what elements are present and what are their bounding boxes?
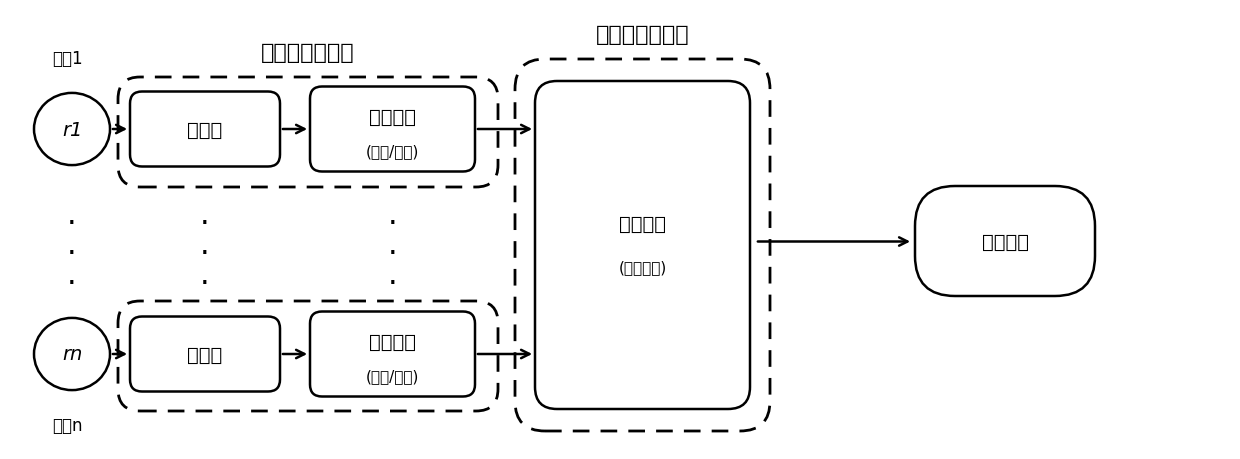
Text: 多通道信息融合: 多通道信息融合 — [595, 25, 689, 45]
FancyBboxPatch shape — [130, 92, 280, 167]
FancyBboxPatch shape — [534, 82, 750, 409]
Text: ·: · — [200, 270, 210, 299]
Text: ·: · — [67, 210, 77, 239]
Text: 预处理: 预处理 — [187, 345, 223, 364]
Text: 通道相或: 通道相或 — [619, 214, 666, 233]
Text: ·: · — [388, 240, 397, 269]
Text: rn: rn — [62, 345, 82, 364]
Text: 特征提取: 特征提取 — [370, 107, 415, 126]
FancyBboxPatch shape — [310, 312, 475, 397]
Text: 预处理: 预处理 — [187, 120, 223, 139]
Text: r1: r1 — [62, 120, 82, 139]
FancyBboxPatch shape — [915, 187, 1095, 297]
Text: 通道n: 通道n — [52, 416, 82, 434]
Ellipse shape — [33, 94, 110, 166]
Text: (取最大值): (取最大值) — [619, 260, 667, 275]
Text: (时域/频域): (时域/频域) — [366, 369, 419, 384]
Text: 通道1: 通道1 — [52, 50, 82, 68]
Text: ·: · — [67, 270, 77, 299]
FancyBboxPatch shape — [310, 87, 475, 172]
Ellipse shape — [33, 318, 110, 390]
Text: ·: · — [388, 270, 397, 299]
Text: ·: · — [67, 240, 77, 269]
Text: 特征提取: 特征提取 — [370, 332, 415, 351]
Text: 单通道特征提取: 单通道特征提取 — [262, 43, 355, 63]
Text: ·: · — [388, 210, 397, 239]
Text: ·: · — [200, 210, 210, 239]
Text: 诊断决策: 诊断决策 — [982, 232, 1028, 251]
Text: (时域/频域): (时域/频域) — [366, 144, 419, 159]
Text: ·: · — [200, 240, 210, 269]
FancyBboxPatch shape — [130, 317, 280, 392]
